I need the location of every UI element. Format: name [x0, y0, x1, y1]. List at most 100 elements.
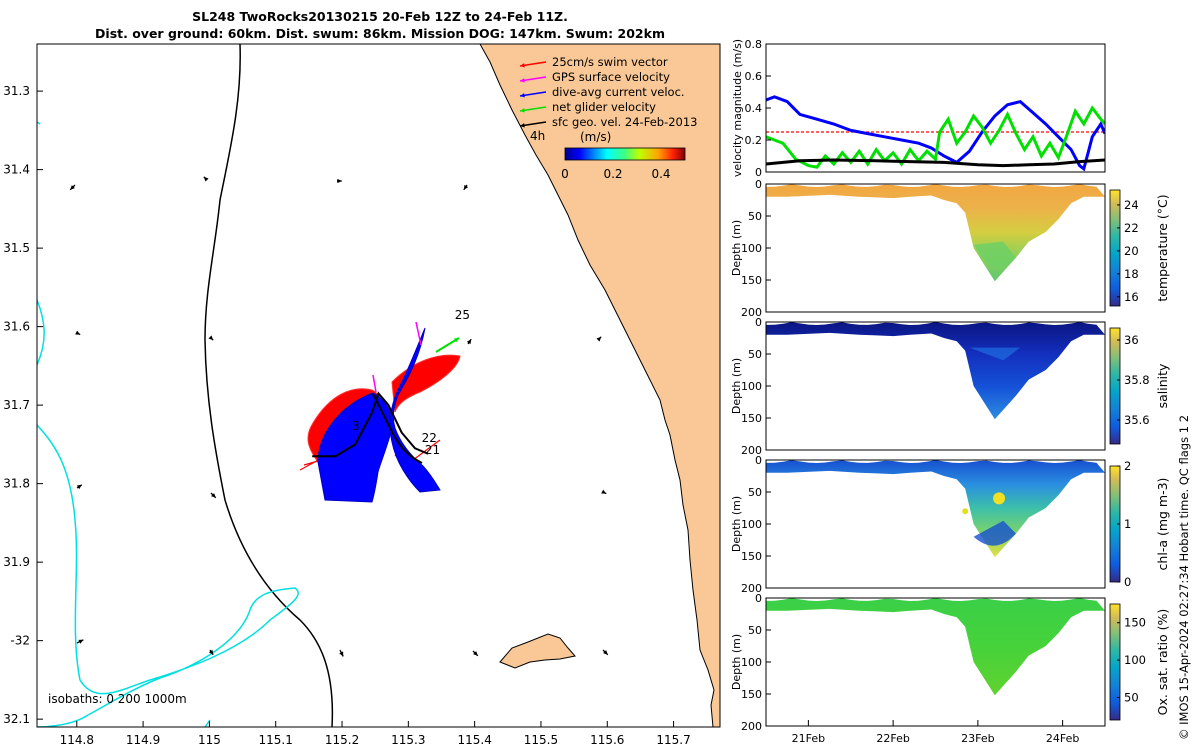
- colorbar-tick-label: 0: [1124, 575, 1131, 589]
- map-colorbar: [564, 147, 686, 161]
- section-y-tick-label: 0: [755, 592, 762, 605]
- velocity-y-tick-label: 0: [755, 166, 762, 179]
- geostrophic-arrow: [203, 176, 209, 182]
- section-colorbar: [1109, 189, 1121, 307]
- map-colorbar-tick-label: 0.2: [603, 167, 622, 181]
- section-y-tick-label: 0: [755, 178, 762, 191]
- glider-track-return: [372, 393, 423, 464]
- map-x-tick-label: 115.3: [391, 733, 425, 747]
- section-y-tick-label: 200: [741, 444, 762, 457]
- colorbar-label: Ox. sat. ratio (%): [1155, 609, 1170, 716]
- geostrophic-arrow: [601, 489, 607, 495]
- velocity-series-net-glider-velocity: [766, 105, 1105, 169]
- velocity-y-tick-label: 0.2: [745, 134, 763, 147]
- map-x-tick-label: 115.2: [325, 733, 359, 747]
- legend-label-4: sfc geo. vel. 24-Feb-2013: [552, 115, 698, 129]
- colorbar-tick-label: 22: [1124, 221, 1139, 235]
- legend-swatch-0: [519, 61, 547, 68]
- section-y-tick-label: 50: [748, 210, 762, 223]
- map-colorbar-tick-label: 0: [561, 167, 569, 181]
- legend-label-2: dive-avg current veloc.: [552, 85, 685, 99]
- chla-deep-low: [973, 520, 1017, 546]
- reference-arrow-label: 4h: [530, 129, 545, 143]
- figure-title-line-2: Dist. over ground: 60km. Dist. swum: 86k…: [95, 26, 665, 41]
- geostrophic-arrow: [602, 649, 609, 656]
- geostrophic-arrow: [339, 649, 344, 657]
- section-y-tick-label: 100: [741, 380, 762, 393]
- swim-vector-arrows: [299, 439, 441, 471]
- section-y-tick-label: 50: [748, 486, 762, 499]
- date-tick-label: 21Feb: [792, 732, 825, 745]
- velocity-y-tick-label: 0.6: [745, 70, 763, 83]
- legend-label-0: 25cm/s swim vector: [552, 55, 668, 69]
- geostrophic-arrow: [208, 649, 214, 656]
- map-x-tick-label: 115.1: [259, 733, 293, 747]
- map-day-label-25: 25: [455, 308, 470, 322]
- map-x-tick-label: 115.4: [457, 733, 491, 747]
- section-y-label: Depth (m): [730, 634, 743, 690]
- velocity-y-tick-label: 0.4: [745, 102, 763, 115]
- geostrophic-arrow: [76, 484, 83, 490]
- colorbar-tick-label: 1: [1124, 517, 1131, 531]
- section-y-tick-label: 100: [741, 242, 762, 255]
- section-salinity-section: 0 50 100 150 200 Depth (m) 35.6 35.8 36 salinity: [730, 316, 1170, 457]
- section-colorbar: [1109, 327, 1121, 445]
- date-tick-label: 22Feb: [876, 732, 909, 745]
- colorbar-label: temperature (°C): [1155, 194, 1170, 301]
- section-y-tick-label: 100: [741, 656, 762, 669]
- legend-label-1: GPS surface velocity: [552, 70, 670, 84]
- section-y-tick-label: 150: [741, 688, 762, 701]
- isobath-1000m: [37, 121, 299, 727]
- geostrophic-arrow: [69, 184, 76, 191]
- section-y-tick-label: 0: [755, 316, 762, 329]
- map-y-tick-label: 31.5: [3, 241, 30, 255]
- map-colorbar-tick-label: 0.4: [651, 167, 670, 181]
- map-day-label-22: 22: [422, 431, 437, 445]
- chla-maximum: [993, 492, 1006, 505]
- colorbar-tick-label: 35.6: [1124, 413, 1150, 427]
- isobath-note: isobaths: 0 200 1000m: [48, 692, 187, 706]
- colorbar-label: chl-a (mg m-3): [1155, 478, 1170, 571]
- section-y-tick-label: 200: [741, 582, 762, 595]
- section-y-tick-label: 150: [741, 274, 762, 287]
- colorbar-tick-label: 18: [1124, 267, 1139, 281]
- section-y-tick-label: 50: [748, 348, 762, 361]
- legend-label-3: net glider velocity: [552, 100, 656, 114]
- map-y-tick-label: -32: [10, 634, 30, 648]
- current-swath-south: [317, 392, 394, 503]
- section-oxygen-saturation-section: 0 50 100 150 200 Depth (m) 50 100 150 Ox. sat. ra…: [730, 592, 1170, 733]
- island: [499, 633, 576, 669]
- colorbar-tick-label: 50: [1124, 691, 1139, 705]
- map-x-tick-label: 115.5: [524, 733, 558, 747]
- section-fill: [766, 184, 1105, 282]
- map-x-tick-label: 115.6: [590, 733, 624, 747]
- section-fill: [766, 598, 1105, 696]
- section-fill: [766, 460, 1105, 558]
- section-y-tick-label: 100: [741, 518, 762, 531]
- map-day-label-21: 21: [425, 443, 440, 457]
- velocity-series-sfc-geo-vel-: [766, 158, 1105, 168]
- section-fill: [766, 322, 1105, 420]
- colorbar-label: salinity: [1155, 363, 1170, 408]
- section-y-label: Depth (m): [730, 358, 743, 414]
- current-swath-north: [389, 327, 441, 493]
- section-y-label: Depth (m): [730, 220, 743, 276]
- colorbar-tick-label: 24: [1124, 198, 1139, 212]
- geostrophic-arrow: [337, 178, 342, 184]
- map-x-tick-label: 115: [198, 733, 221, 747]
- section-y-tick-label: 200: [741, 720, 762, 733]
- salinity-feature: [969, 347, 1021, 361]
- map-x-tick-label: 114.9: [126, 733, 160, 747]
- map-y-tick-label: 31.4: [3, 163, 30, 177]
- section-temperature-section: 0 50 100 150 200 Depth (m) 16 18 20 22 24 temperatu…: [730, 178, 1170, 319]
- date-tick-label: 24Feb: [1046, 732, 1079, 745]
- map-colorbar-title: (m/s): [580, 130, 611, 144]
- section-colorbar: [1109, 603, 1121, 721]
- map-day-label-3: 3: [352, 419, 360, 433]
- section-y-label: Depth (m): [730, 496, 743, 552]
- map-frame: [36, 43, 721, 728]
- velocity-plot-area: [766, 95, 1105, 172]
